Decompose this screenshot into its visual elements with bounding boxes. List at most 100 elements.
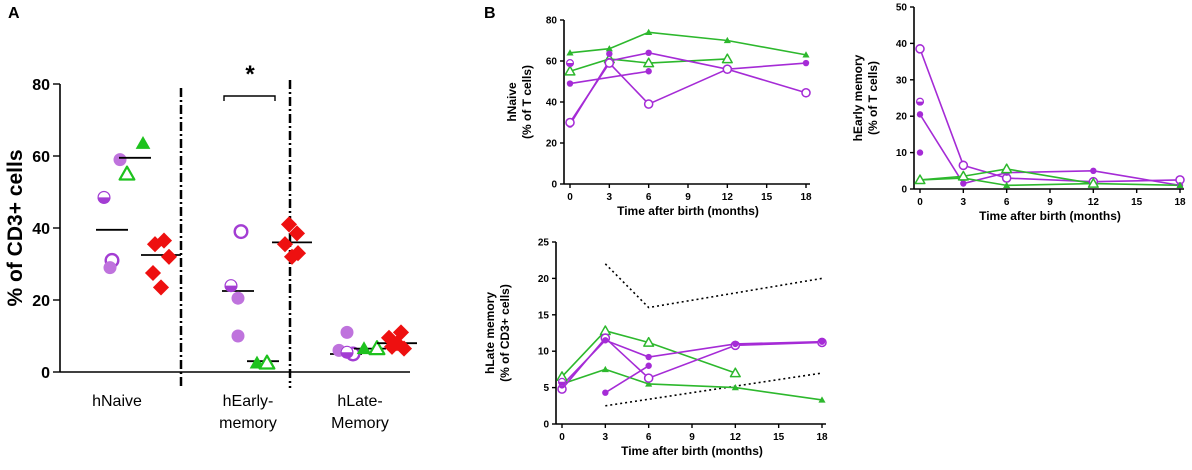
y-tick-label: 0 — [551, 180, 557, 191]
y-tick-label: 50 — [896, 3, 908, 14]
category-label: hNaive — [92, 393, 142, 410]
data-point-term-open — [1001, 163, 1013, 174]
half-marker-ring — [915, 97, 924, 106]
data-point-term-filled — [731, 384, 739, 391]
data-point-preterm-filled-1 — [602, 337, 609, 344]
y-tick-label: 60 — [546, 57, 558, 68]
data-point-adult — [392, 324, 410, 341]
data-point-adult — [288, 225, 306, 242]
data-point-adult — [280, 216, 298, 233]
x-axis-title: Time after birth (months) — [979, 209, 1121, 223]
x-axis-title: Time after birth (months) — [617, 204, 759, 218]
data-point-term-open — [643, 336, 655, 347]
data-point-term — [356, 341, 372, 355]
x-tick-label: 18 — [800, 192, 812, 203]
category-label: hLate- — [337, 393, 382, 410]
half-marker-ring — [340, 345, 354, 359]
panel-a-y-tick-label: 0 — [41, 365, 50, 382]
y-tick-label: 30 — [896, 75, 908, 86]
half-marker-ring — [224, 279, 238, 293]
data-point-adult — [276, 236, 294, 253]
x-tick-label: 12 — [730, 432, 742, 443]
y-tick-label: 20 — [538, 274, 550, 285]
panel-a-scatter: % of CD3+ cells * 0 20 40 60 80 hNaive hEarly… — [4, 61, 417, 432]
data-point-adult — [283, 248, 301, 265]
series-line-preterm-filled-1 — [919, 113, 1181, 187]
data-point-preterm — [233, 224, 249, 240]
data-point-preterm-filled-1 — [960, 180, 967, 187]
x-tick-label: 3 — [603, 432, 609, 443]
data-point-preterm — [224, 279, 238, 293]
panel-a-y-tick-label: 60 — [32, 149, 50, 166]
data-point-preterm-filled-2 — [645, 362, 652, 369]
x-tick-label: 6 — [646, 192, 652, 203]
series-line-preterm-filled-2 — [569, 70, 649, 85]
series-line-term-filled — [569, 31, 807, 56]
data-point-preterm-half — [915, 97, 924, 106]
panel-b-naive-line-chart: 0 20 40 60 80 0 3 6 9 12 15 18 Time after birth (mon… — [505, 16, 812, 219]
category-label: hEarly- — [223, 393, 274, 410]
half-marker-ring — [565, 59, 574, 68]
data-point-preterm-filled-1 — [645, 353, 652, 361]
data-point-preterm-filled-1 — [802, 59, 810, 67]
x-tick-label: 9 — [689, 432, 695, 443]
data-point-term-open — [643, 57, 655, 68]
x-tick-label: 12 — [722, 192, 734, 203]
series-line-preterm-filled-2 — [604, 365, 650, 394]
y-axis-title: hNaive — [505, 82, 519, 122]
y-tick-label: 5 — [543, 383, 549, 394]
series-line-term-open — [561, 329, 736, 378]
data-point-preterm-filled-2 — [916, 149, 924, 156]
y-tick-label: 10 — [538, 347, 550, 358]
y-tick-label: 25 — [538, 238, 550, 249]
data-point-preterm-open — [958, 160, 969, 171]
panel-a-y-tick-label: 80 — [32, 77, 50, 94]
data-point-preterm — [113, 153, 127, 167]
panel-a-y-tick-label: 40 — [32, 221, 50, 238]
y-tick-label: 20 — [546, 139, 558, 150]
x-tick-label: 15 — [1131, 197, 1143, 208]
data-point-preterm-open — [915, 44, 925, 54]
data-point-preterm-open — [801, 87, 811, 98]
data-point-preterm — [340, 345, 354, 359]
x-tick-label: 3 — [961, 197, 967, 208]
x-tick-label: 18 — [816, 432, 828, 443]
data-point-preterm — [97, 190, 111, 204]
half-marker-ring — [97, 190, 111, 204]
reference-line-lower — [605, 372, 823, 407]
data-point-preterm-open — [604, 58, 615, 68]
data-point-adult — [383, 338, 401, 355]
series-line-preterm-filled-1 — [561, 339, 823, 386]
data-point-term-filled — [818, 396, 826, 403]
data-point-preterm — [231, 329, 245, 343]
panel-b-late-memory-line-chart: 0 5 10 15 20 25 0 3 6 9 12 15 18 Time after birth (mo… — [483, 238, 828, 459]
x-tick-label: 0 — [917, 197, 923, 208]
data-point-adult — [144, 264, 162, 282]
x-tick-label: 9 — [1047, 197, 1053, 208]
data-point-term-filled — [645, 380, 653, 387]
series-line-term-open — [919, 168, 1094, 185]
data-point-adult — [380, 329, 398, 346]
data-point-adult — [160, 248, 178, 265]
data-point-term-open — [564, 65, 576, 76]
data-point-term — [258, 354, 276, 370]
category-label: memory — [219, 415, 277, 432]
y-axis-title: (% of CD3+ cells) — [498, 284, 512, 382]
data-point-term — [368, 340, 386, 356]
data-point-preterm-open — [565, 117, 575, 128]
panel-a-label: A — [8, 5, 20, 22]
y-axis-title: hEarly memory — [851, 54, 865, 141]
x-tick-label: 0 — [559, 432, 565, 443]
data-point-preterm-open — [643, 99, 654, 109]
y-tick-label: 10 — [896, 148, 908, 159]
data-point-adult — [395, 340, 413, 357]
data-point-term-filled — [566, 49, 574, 56]
reference-line-upper — [604, 263, 823, 309]
data-point-term-open — [1087, 177, 1099, 188]
data-point-adult — [146, 236, 164, 253]
x-tick-label: 6 — [646, 432, 652, 443]
data-point-preterm-filled-2 — [566, 80, 574, 87]
data-point-preterm-open — [643, 373, 654, 383]
x-tick-label: 18 — [1174, 197, 1186, 208]
